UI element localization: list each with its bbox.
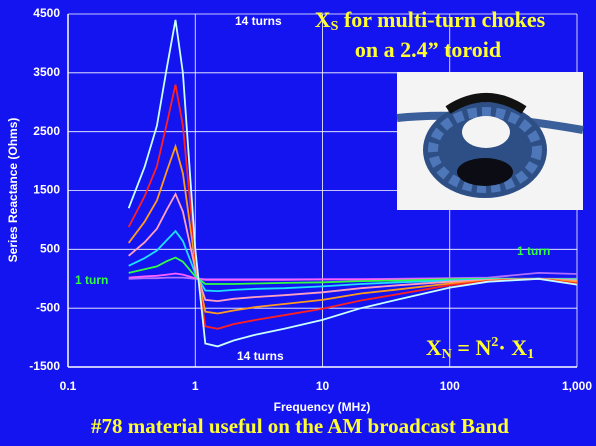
formula-part: = N bbox=[452, 335, 492, 360]
title-subscript: S bbox=[331, 19, 339, 34]
formula-part: 2 bbox=[491, 335, 498, 350]
x-tick-label: 1 bbox=[192, 379, 199, 393]
series-line bbox=[127, 143, 578, 315]
y-tick-label: 1500 bbox=[33, 183, 60, 197]
y-tick-label: 2500 bbox=[33, 124, 60, 138]
formula-part: 1 bbox=[527, 347, 534, 362]
y-tick-label: 3500 bbox=[33, 65, 60, 79]
title-symbol: X bbox=[315, 7, 331, 32]
series-line bbox=[128, 256, 578, 285]
x-axis-label: Frequency (MHz) bbox=[274, 400, 371, 414]
annotation: 14 turns bbox=[235, 14, 282, 28]
series-line bbox=[127, 19, 578, 348]
y-axis-label: Series Reactance (Ohms) bbox=[6, 118, 20, 263]
y-tick-label: -500 bbox=[36, 300, 60, 314]
chart-title: XS for multi-turn chokes bbox=[315, 7, 546, 34]
annotation: 14 turns bbox=[237, 349, 284, 363]
y-tick-label: -1500 bbox=[29, 359, 60, 373]
chart-title-line2: on a 2.4” toroid bbox=[355, 37, 501, 62]
title-line: for multi-turn chokes bbox=[338, 7, 545, 32]
formula-part: · X bbox=[498, 335, 527, 360]
y-tick-label: 500 bbox=[40, 242, 60, 256]
formula: XN = N2· X1 bbox=[426, 335, 534, 362]
x-tick-label: 0.1 bbox=[60, 379, 77, 393]
series-line bbox=[127, 84, 578, 330]
x-tick-label: 100 bbox=[440, 379, 460, 393]
caption: #78 material useful on the AM broadcast … bbox=[91, 414, 509, 438]
series-line bbox=[128, 191, 578, 303]
x-tick-label: 10 bbox=[316, 379, 330, 393]
photo bbox=[396, 72, 584, 210]
formula-part: X bbox=[426, 335, 442, 360]
formula-part: N bbox=[442, 347, 452, 362]
annotation: 1 turn bbox=[517, 244, 550, 258]
x-tick-label: 1,000 bbox=[562, 379, 592, 393]
series-line bbox=[128, 229, 578, 293]
annotation: 1 turn bbox=[75, 273, 108, 287]
y-tick-label: 4500 bbox=[33, 6, 60, 20]
